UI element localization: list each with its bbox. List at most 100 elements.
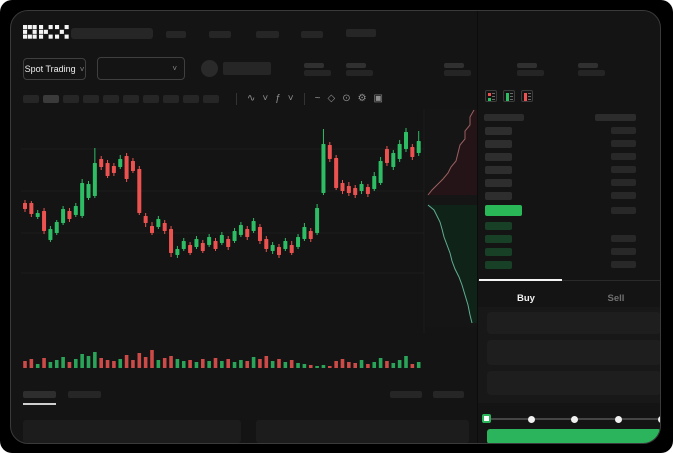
line-tool-icon[interactable]: ~	[314, 93, 321, 104]
slider-stop-4[interactable]	[614, 416, 622, 423]
nav-item-4[interactable]	[301, 31, 323, 38]
volume-bar-44	[296, 363, 300, 368]
indicators-icon[interactable]: ƒ	[275, 93, 281, 104]
bid-row-3-price[interactable]	[485, 248, 512, 256]
market-type-dropdown[interactable]: Spot Trading ˅	[23, 58, 86, 80]
timeframe-button-3[interactable]	[63, 95, 79, 103]
candle-7	[61, 206, 66, 225]
nav-item-1[interactable]	[166, 31, 186, 38]
ask-row-3-price[interactable]	[485, 153, 512, 161]
screenshot-icon[interactable]: ⊙	[342, 93, 351, 104]
ask-row-1-price[interactable]	[485, 127, 512, 135]
candle-46	[308, 228, 313, 242]
book-asks-icon[interactable]	[521, 90, 533, 102]
tab-sell[interactable]: Sell	[607, 293, 625, 304]
pair-name-placeholder	[223, 62, 271, 75]
slider-stop-3[interactable]	[571, 416, 578, 423]
timeframe-button-9[interactable]	[183, 95, 199, 103]
volume-bar-26	[181, 361, 186, 368]
book-bids-icon[interactable]	[503, 90, 515, 102]
bottom-tab-1[interactable]	[23, 391, 56, 398]
volume-bar-21	[150, 350, 154, 368]
volume-bar-22	[156, 360, 161, 368]
bid-row-4-price[interactable]	[485, 261, 512, 269]
volume-bar-51	[340, 359, 345, 368]
bid-row-2-price[interactable]	[485, 235, 512, 243]
candle-25	[175, 246, 180, 258]
indicators-chevron-icon[interactable]: ˅	[287, 93, 294, 104]
amount-slider[interactable]	[482, 411, 660, 427]
volume-bar-63	[416, 362, 421, 368]
nav-item-5[interactable]	[346, 29, 376, 37]
pair-dropdown[interactable]: ˅	[97, 57, 185, 80]
volume-bar-6	[54, 360, 59, 368]
volume-bar-43	[289, 360, 294, 368]
timeframe-button-8[interactable]	[163, 95, 179, 103]
candle-40	[270, 242, 275, 254]
candlestick-chart[interactable]	[21, 109, 431, 373]
ticker-stat-5-value	[578, 70, 605, 76]
ticker-stat-3-value	[444, 70, 471, 76]
volume-bar-58	[385, 361, 389, 368]
draw-tool-icon[interactable]: ◇	[327, 93, 336, 104]
ticker-stat-2-value	[346, 70, 373, 76]
volume-bar-11	[86, 356, 91, 368]
candle-26	[181, 238, 186, 251]
buy-submit-button[interactable]	[487, 429, 660, 443]
trade-input-3[interactable]	[487, 371, 660, 395]
timeframe-button-4[interactable]	[83, 95, 99, 103]
bottom-tab-2[interactable]	[68, 391, 101, 398]
ask-row-4-price[interactable]	[485, 166, 512, 174]
candle-8	[67, 208, 72, 222]
candle-56	[372, 172, 377, 191]
nav-item-3[interactable]	[256, 31, 279, 38]
book-both-icon[interactable]	[485, 90, 497, 102]
chart-type-chevron-icon[interactable]: ˅	[262, 93, 269, 104]
volume-bar-1	[23, 361, 27, 368]
bottom-action-2[interactable]	[433, 391, 464, 398]
depth-chart	[426, 109, 478, 327]
candle-32	[219, 232, 224, 245]
slider-stop-2[interactable]	[527, 416, 535, 423]
slider-stop-5[interactable]	[658, 416, 660, 423]
ask-row-6-price[interactable]	[485, 192, 512, 200]
tab-buy[interactable]: Buy	[517, 293, 535, 304]
timeframe-button-2[interactable]	[43, 95, 59, 103]
volume-bar-17	[124, 355, 129, 368]
volume-bar-16	[118, 359, 123, 368]
volume-bar-56	[372, 362, 377, 368]
candle-17	[124, 153, 129, 182]
bottom-action-1[interactable]	[390, 391, 422, 398]
volume-bar-45	[302, 364, 307, 368]
trade-input-1[interactable]	[487, 312, 660, 334]
bid-row-1-price[interactable]	[485, 222, 512, 230]
settings-icon[interactable]: ⚙	[357, 93, 367, 104]
ask-row-2-price[interactable]	[485, 140, 512, 148]
ob-header-price	[484, 114, 524, 121]
trade-input-2[interactable]	[487, 340, 660, 365]
slider-handle[interactable]	[482, 414, 491, 423]
ob-header-amount	[595, 114, 636, 121]
timeframe-button-1[interactable]	[23, 95, 39, 103]
fullscreen-icon[interactable]: ▣	[373, 93, 383, 104]
candle-18	[130, 158, 135, 173]
candle-1	[23, 200, 27, 212]
search-box-placeholder[interactable]	[71, 28, 153, 39]
market-type-label: Spot Trading	[24, 64, 76, 74]
volume-bar-37	[251, 357, 256, 368]
ob-last-price-bar[interactable]	[485, 205, 522, 216]
ask-row-5-amount	[611, 179, 636, 186]
volume-bar-40	[270, 361, 275, 368]
candle-34	[232, 228, 237, 243]
timeframe-button-10[interactable]	[203, 95, 219, 103]
timeframe-button-6[interactable]	[123, 95, 139, 103]
volume-bar-54	[359, 360, 364, 368]
nav-item-2[interactable]	[209, 31, 231, 38]
timeframe-button-5[interactable]	[103, 95, 119, 103]
chart-type-icon[interactable]: ∿	[247, 93, 256, 104]
volume-bar-62	[410, 364, 415, 368]
candle-37	[251, 218, 256, 233]
timeframe-button-7[interactable]	[143, 95, 159, 103]
volume-bar-39	[264, 356, 269, 368]
ask-row-5-price[interactable]	[485, 179, 512, 187]
